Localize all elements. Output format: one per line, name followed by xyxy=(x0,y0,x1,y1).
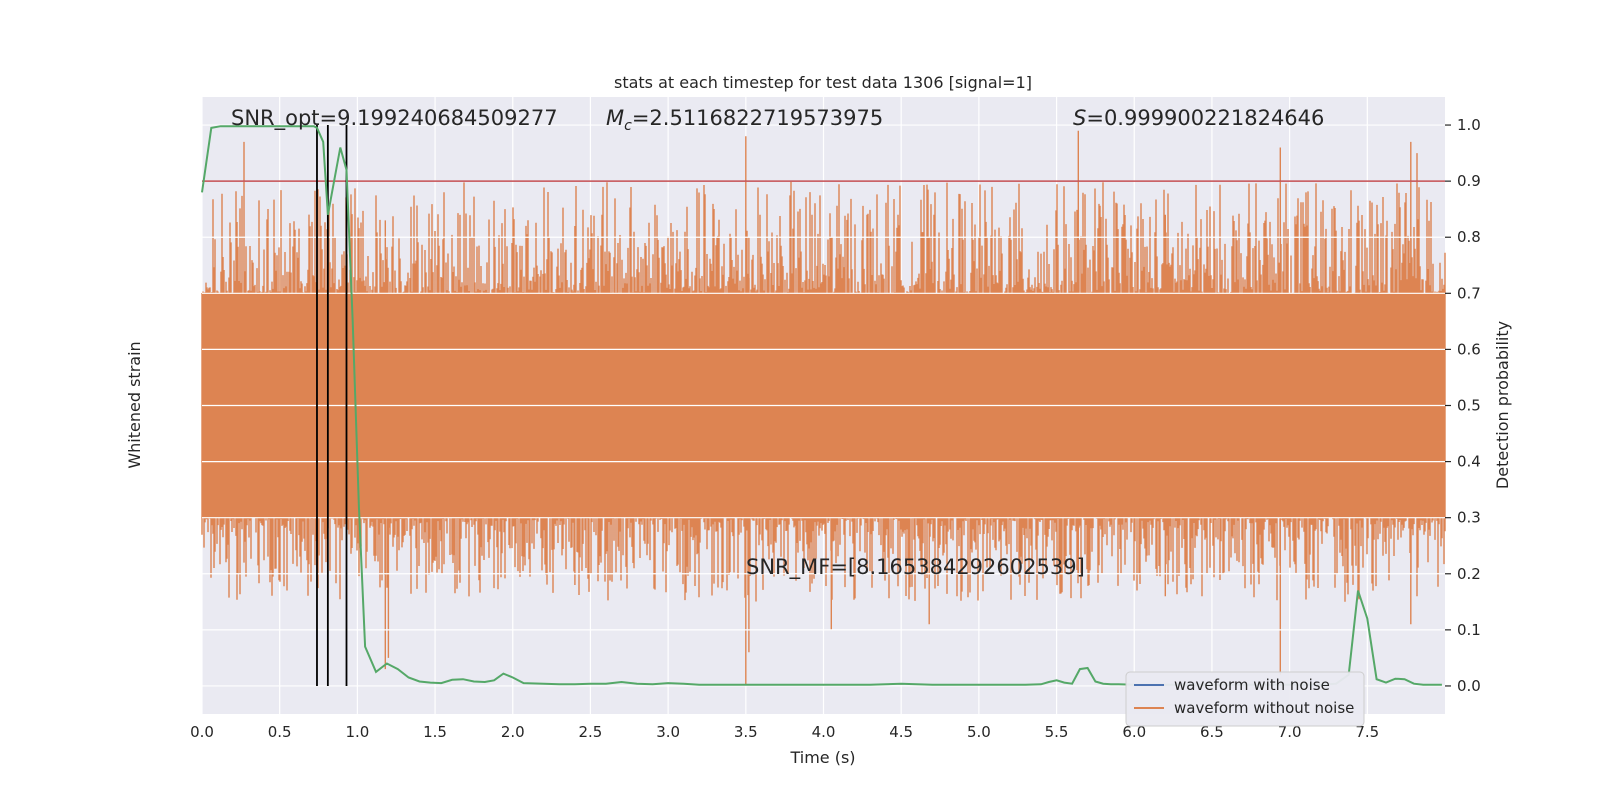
x-axis-label: Time (s) xyxy=(789,748,855,767)
x-tick-label-6: 3.0 xyxy=(656,723,680,741)
legend: waveform with noise waveform without noi… xyxy=(1125,671,1365,727)
x-tick-label-15: 7.5 xyxy=(1355,723,1379,741)
mc-symbol: M xyxy=(606,106,624,130)
right-axis-ticks: 0.0 0.1 0.2 0.3 0.4 0.5 0.6 0.7 0.8 0.9 1.0 xyxy=(1445,116,1481,695)
s-value: =0.999900221824646 xyxy=(1086,106,1324,130)
legend-label-with-noise: waveform with noise xyxy=(1174,676,1330,694)
right-tick-label-9: 0.9 xyxy=(1457,172,1481,190)
annotation-chirp-mass: Mc=2.5116822719573975 xyxy=(606,106,883,134)
right-tick-label-6: 0.6 xyxy=(1457,340,1481,358)
legend-box xyxy=(1125,671,1365,727)
right-tick-label-1: 0.1 xyxy=(1457,621,1481,639)
grid-right-axis xyxy=(202,124,1445,687)
x-tick-label-3: 1.5 xyxy=(423,723,447,741)
x-tick-label-11: 5.5 xyxy=(1045,723,1069,741)
x-tick-label-4: 2.0 xyxy=(501,723,525,741)
right-tick-label-7: 0.7 xyxy=(1457,284,1481,302)
right-tick-label-8: 0.8 xyxy=(1457,228,1481,246)
right-tick-label-2: 0.2 xyxy=(1457,565,1481,583)
right-tick-label-3: 0.3 xyxy=(1457,509,1481,527)
x-tick-label-14: 7.0 xyxy=(1278,723,1302,741)
right-tick-label-0: 0.0 xyxy=(1457,677,1481,695)
right-tick-label-4: 0.4 xyxy=(1457,453,1481,471)
x-tick-label-12: 6.0 xyxy=(1122,723,1146,741)
y-axis-label-right: Detection probability xyxy=(1493,321,1512,489)
vertical-markers xyxy=(316,125,348,686)
x-tick-label-0: 0.0 xyxy=(190,723,214,741)
legend-label-without-noise: waveform without noise xyxy=(1174,699,1354,717)
annotation-snr-mf: SNR_MF=[8.165384292602539] xyxy=(746,555,1085,580)
right-tick-label-10: 1.0 xyxy=(1457,116,1481,134)
y-axis-label-left: Whitened strain xyxy=(125,341,144,468)
x-tick-label-5: 2.5 xyxy=(579,723,603,741)
x-tick-label-7: 3.5 xyxy=(734,723,758,741)
mc-value: =2.5116822719573975 xyxy=(632,106,883,130)
right-tick-label-5: 0.5 xyxy=(1457,397,1481,415)
x-axis-ticks: 0.0 0.5 1.0 1.5 2.0 2.5 3.0 3.5 4.0 4.5 5.0 5.5 6.0 6… xyxy=(190,723,1379,741)
x-tick-label-1: 0.5 xyxy=(268,723,292,741)
s-symbol: S xyxy=(1073,106,1086,130)
mc-subscript: c xyxy=(624,118,632,134)
x-tick-label-13: 6.5 xyxy=(1200,723,1224,741)
chart-title: stats at each timestep for test data 130… xyxy=(614,73,1032,92)
x-tick-label-2: 1.0 xyxy=(345,723,369,741)
x-tick-label-9: 4.5 xyxy=(889,723,913,741)
x-tick-label-10: 5.0 xyxy=(967,723,991,741)
annotation-s-score: S=0.999900221824646 xyxy=(1073,106,1324,130)
x-tick-label-8: 4.0 xyxy=(812,723,836,741)
annotation-snr-opt: SNR_opt=9.199240684509277 xyxy=(231,106,558,131)
